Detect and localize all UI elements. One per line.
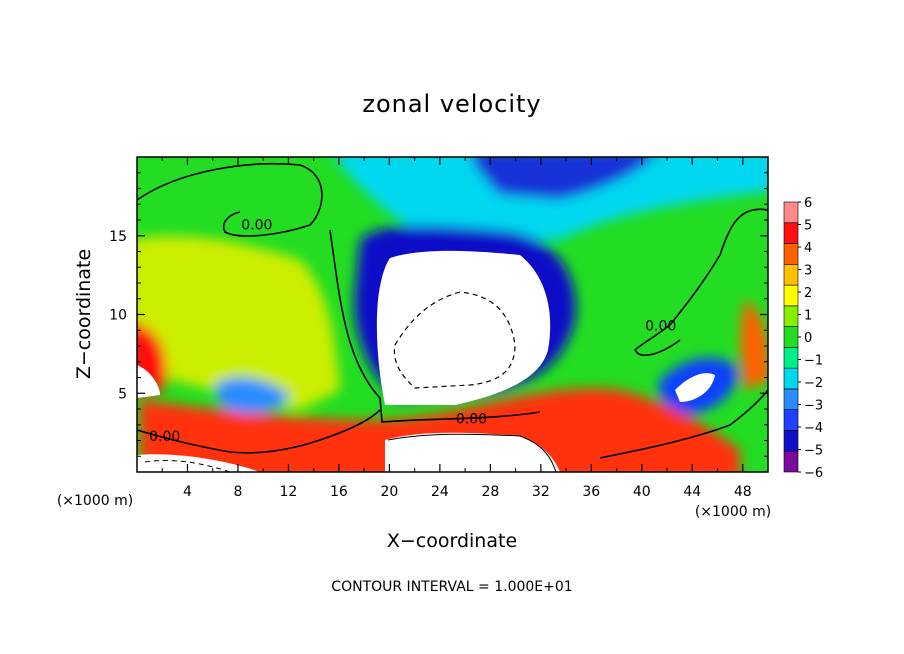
y-axis-label: Z−coordinate bbox=[73, 249, 95, 379]
colorbar-swatch bbox=[783, 326, 799, 348]
contour-zero-jet bbox=[329, 229, 541, 423]
contour-interval-note: CONTOUR INTERVAL = 1.000E+01 bbox=[331, 579, 572, 595]
chart-title: zonal velocity bbox=[362, 90, 541, 118]
contour-label: 0.00 bbox=[241, 218, 272, 234]
colorbar-tick-label: 6 bbox=[804, 196, 812, 211]
field-bottom-red bbox=[140, 388, 740, 472]
y-tick-label: 5 bbox=[118, 386, 127, 402]
x-tick-label: 44 bbox=[683, 484, 701, 500]
contour-surface bbox=[387, 433, 557, 472]
y-tick-label: 15 bbox=[109, 229, 127, 245]
colorbar-tick-label: −4 bbox=[804, 421, 823, 436]
saturated-surface-center bbox=[385, 432, 560, 472]
colorbar-tick-label: 5 bbox=[804, 219, 812, 234]
colorbar-tick-label: 4 bbox=[804, 241, 812, 256]
colorbar-tick-label: 0 bbox=[804, 331, 812, 346]
colorbar-tick-label: −5 bbox=[804, 444, 823, 459]
colorbar-swatch bbox=[783, 284, 799, 307]
x-axis-label: X−coordinate bbox=[387, 530, 517, 552]
colorbar: 6 5 4 3 2 1 0 −1 −2 −3 −4 −5 −6 bbox=[783, 196, 823, 481]
x-tick-label: 20 bbox=[380, 484, 398, 500]
colorbar-swatch bbox=[783, 222, 799, 244]
plot-area: 0.00 0.00 0.00 0.00 bbox=[137, 157, 768, 472]
x-tick-label: 28 bbox=[481, 484, 499, 500]
x-tick-label: 16 bbox=[330, 484, 348, 500]
saturated-left-edge bbox=[137, 365, 160, 398]
contour-zero-right bbox=[634, 208, 768, 356]
contour-label: 0.00 bbox=[456, 411, 487, 427]
colorbar-swatch bbox=[783, 388, 799, 410]
colorbar-tick-label: 3 bbox=[804, 264, 812, 279]
x-tick-label: 24 bbox=[431, 484, 449, 500]
contour-zero-left bbox=[137, 409, 381, 454]
contour-zero-upper bbox=[137, 162, 323, 237]
x-tick-label: 12 bbox=[280, 484, 298, 500]
colorbar-swatch bbox=[783, 347, 799, 369]
x-tick-label: 36 bbox=[582, 484, 600, 500]
saturated-right-cell bbox=[675, 373, 715, 402]
x-unit-right: (×1000 m) bbox=[695, 504, 771, 520]
colorbar-tick-label: −6 bbox=[804, 466, 823, 481]
colorbar-tick-label: −3 bbox=[804, 399, 823, 414]
saturated-surface-left bbox=[137, 454, 260, 472]
field-right-edge-red bbox=[740, 300, 768, 390]
colorbar-tick-label: 1 bbox=[804, 309, 812, 324]
colorbar-swatch bbox=[783, 243, 799, 265]
contour-dashed-surface bbox=[144, 460, 231, 472]
x-tick-label: 48 bbox=[734, 484, 752, 500]
contour-label: 0.00 bbox=[645, 319, 676, 335]
contour-zero-bottom-right bbox=[599, 389, 768, 459]
saturated-core bbox=[376, 250, 551, 405]
field-left-yellow bbox=[137, 236, 340, 410]
x-axis: 4 8 12 16 20 24 28 32 36 40 44 48 bbox=[161, 157, 752, 500]
colorbar-swatch bbox=[783, 409, 799, 431]
contour-dashed-core bbox=[393, 291, 516, 389]
colorbar-swatch bbox=[783, 201, 799, 224]
colorbar-swatch bbox=[783, 450, 799, 473]
colorbar-tick-label: 2 bbox=[804, 286, 812, 301]
x-tick-label: 40 bbox=[633, 484, 651, 500]
colorbar-tick-label: −2 bbox=[804, 376, 823, 391]
y-axis: 5 10 15 bbox=[109, 172, 768, 457]
x-tick-label: 4 bbox=[183, 484, 192, 500]
contours bbox=[137, 162, 768, 472]
x-tick-label: 32 bbox=[532, 484, 550, 500]
contour-label: 0.00 bbox=[149, 429, 180, 445]
y-tick-label: 10 bbox=[109, 308, 127, 324]
field-mid-blue-cell bbox=[215, 377, 290, 414]
colorbar-swatch bbox=[783, 305, 799, 327]
x-tick-label: 8 bbox=[233, 484, 242, 500]
colorbar-swatch bbox=[783, 430, 799, 452]
field-top-dark-blue bbox=[471, 157, 654, 200]
colorbar-swatch bbox=[783, 264, 799, 286]
colorbar-swatch bbox=[783, 367, 799, 390]
colorbar-tick-label: −1 bbox=[804, 354, 823, 369]
x-unit-left: (×1000 m) bbox=[57, 493, 133, 509]
contour-labels: 0.00 0.00 0.00 0.00 bbox=[149, 218, 676, 445]
